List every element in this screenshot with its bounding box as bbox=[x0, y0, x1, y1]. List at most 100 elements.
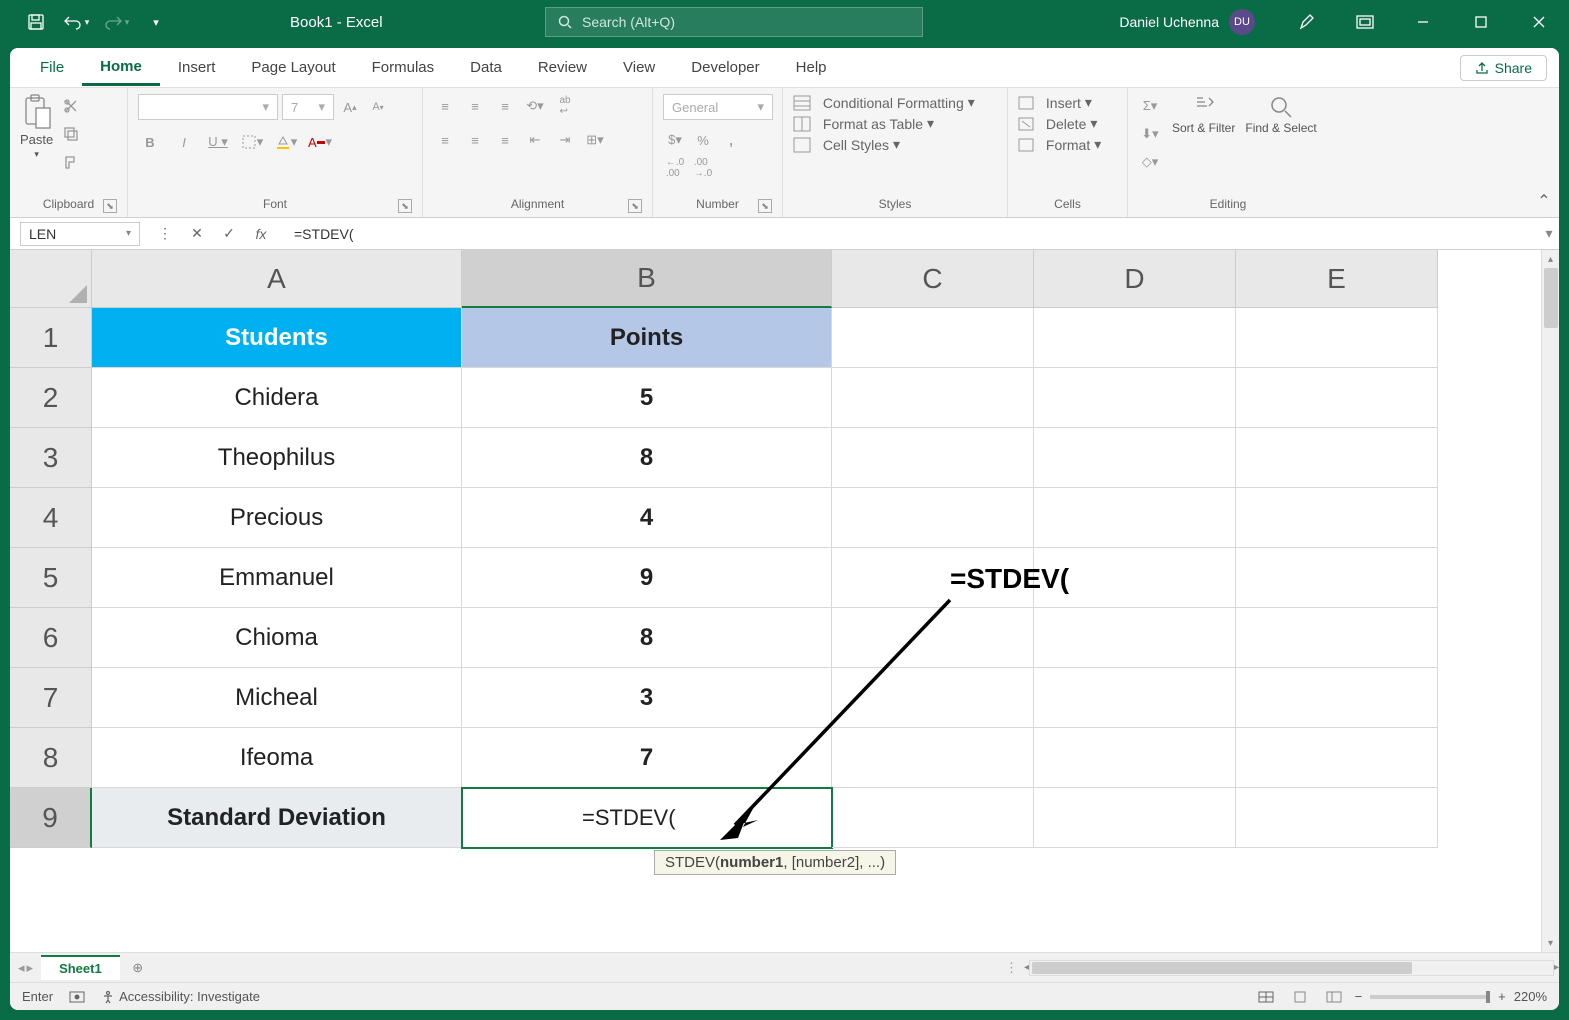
col-header-e[interactable]: E bbox=[1236, 250, 1438, 308]
cell-d1[interactable] bbox=[1034, 308, 1236, 368]
cell-e9[interactable] bbox=[1236, 788, 1438, 848]
format-cells-button[interactable]: Format ▾ bbox=[1018, 136, 1101, 153]
page-break-view-button[interactable] bbox=[1321, 987, 1347, 1007]
minimize-button[interactable] bbox=[1397, 0, 1449, 44]
cell-c1[interactable] bbox=[832, 308, 1034, 368]
format-painter-button[interactable] bbox=[59, 150, 83, 174]
fill-button[interactable]: ⬇▾ bbox=[1138, 122, 1162, 146]
orientation-button[interactable]: ⟲▾ bbox=[523, 94, 547, 118]
cell-a5[interactable]: Emmanuel bbox=[92, 548, 462, 608]
cell-e6[interactable] bbox=[1236, 608, 1438, 668]
cell-a8[interactable]: Ifeoma bbox=[92, 728, 462, 788]
cell-styles-button[interactable]: Cell Styles ▾ bbox=[793, 136, 900, 153]
cell-b2[interactable]: 5 bbox=[462, 368, 832, 428]
col-header-c[interactable]: C bbox=[832, 250, 1034, 308]
tab-data[interactable]: Data bbox=[452, 51, 520, 84]
number-format-box[interactable]: General▾ bbox=[663, 94, 773, 120]
wrap-text-button[interactable]: ab↩ bbox=[553, 94, 577, 118]
percent-button[interactable]: % bbox=[691, 128, 715, 152]
cell-a6[interactable]: Chioma bbox=[92, 608, 462, 668]
formula-input[interactable]: =STDEV( bbox=[286, 226, 1539, 242]
increase-font-button[interactable]: A▴ bbox=[338, 95, 362, 119]
vertical-scrollbar[interactable]: ▴ ▾ bbox=[1541, 250, 1559, 952]
maximize-button[interactable] bbox=[1455, 0, 1507, 44]
number-launcher[interactable]: ⬊ bbox=[758, 199, 772, 213]
decrease-font-button[interactable]: A▾ bbox=[366, 95, 390, 119]
ribbon-mode-button[interactable] bbox=[1339, 0, 1391, 44]
cell-b6[interactable]: 8 bbox=[462, 608, 832, 668]
pen-button[interactable] bbox=[1281, 0, 1333, 44]
tab-help[interactable]: Help bbox=[778, 51, 845, 84]
decrease-decimal-button[interactable]: .00→.0 bbox=[691, 156, 715, 180]
increase-indent-button[interactable]: ⇥ bbox=[553, 128, 577, 152]
add-sheet-button[interactable]: ⊕ bbox=[126, 956, 150, 980]
options-button[interactable]: ⋮ bbox=[150, 222, 180, 246]
italic-button[interactable]: I bbox=[172, 130, 196, 154]
font-size-box[interactable]: 7▾ bbox=[282, 94, 334, 120]
row-header-2[interactable]: 2 bbox=[10, 368, 92, 428]
sheet-prev-button[interactable]: ◂ bbox=[18, 960, 25, 976]
border-button[interactable]: ▾ bbox=[240, 130, 264, 154]
font-color-button[interactable]: A▾ bbox=[308, 130, 332, 154]
delete-cells-button[interactable]: Delete ▾ bbox=[1018, 115, 1097, 132]
bold-button[interactable]: B bbox=[138, 130, 162, 154]
tab-page-layout[interactable]: Page Layout bbox=[233, 51, 353, 84]
zoom-level[interactable]: 220% bbox=[1514, 989, 1547, 1004]
cell-b7[interactable]: 3 bbox=[462, 668, 832, 728]
cell-d8[interactable] bbox=[1034, 728, 1236, 788]
cell-d4[interactable] bbox=[1034, 488, 1236, 548]
currency-button[interactable]: $▾ bbox=[663, 128, 687, 152]
scroll-up-button[interactable]: ▴ bbox=[1542, 250, 1559, 268]
row-header-1[interactable]: 1 bbox=[10, 308, 92, 368]
macro-recorder-icon[interactable] bbox=[69, 990, 85, 1004]
cell-e1[interactable] bbox=[1236, 308, 1438, 368]
align-left-button[interactable]: ≡ bbox=[433, 128, 457, 152]
cell-d6[interactable] bbox=[1034, 608, 1236, 668]
decrease-indent-button[interactable]: ⇤ bbox=[523, 128, 547, 152]
align-right-button[interactable]: ≡ bbox=[493, 128, 517, 152]
align-bottom-button[interactable]: ≡ bbox=[493, 94, 517, 118]
redo-button[interactable]: ▾ bbox=[100, 8, 132, 36]
cell-b4[interactable]: 4 bbox=[462, 488, 832, 548]
collapse-ribbon-button[interactable]: ⌃ bbox=[1529, 88, 1559, 217]
cell-e5[interactable] bbox=[1236, 548, 1438, 608]
font-name-box[interactable]: ▾ bbox=[138, 94, 278, 120]
cell-d3[interactable] bbox=[1034, 428, 1236, 488]
cell-a7[interactable]: Micheal bbox=[92, 668, 462, 728]
row-header-8[interactable]: 8 bbox=[10, 728, 92, 788]
cell-a9[interactable]: Standard Deviation bbox=[92, 788, 462, 848]
merge-button[interactable]: ⊞▾ bbox=[583, 128, 607, 152]
row-header-3[interactable]: 3 bbox=[10, 428, 92, 488]
hscroll-right-button[interactable]: ▸ bbox=[1554, 959, 1559, 977]
cell-b3[interactable]: 8 bbox=[462, 428, 832, 488]
clear-button[interactable]: ◇▾ bbox=[1138, 150, 1162, 174]
find-select-button[interactable]: Find & Select bbox=[1245, 94, 1316, 135]
cancel-button[interactable]: ✕ bbox=[182, 222, 212, 246]
zoom-out-button[interactable]: − bbox=[1355, 989, 1363, 1004]
autosum-button[interactable]: Σ▾ bbox=[1138, 94, 1162, 118]
cell-b9[interactable]: =STDEV( bbox=[462, 788, 832, 848]
cell-d2[interactable] bbox=[1034, 368, 1236, 428]
tab-file[interactable]: File bbox=[22, 51, 82, 84]
page-layout-view-button[interactable] bbox=[1287, 987, 1313, 1007]
copy-button[interactable] bbox=[59, 122, 83, 146]
cut-button[interactable] bbox=[59, 94, 83, 118]
cell-a2[interactable]: Chidera bbox=[92, 368, 462, 428]
cell-e4[interactable] bbox=[1236, 488, 1438, 548]
user-account[interactable]: Daniel Uchenna DU bbox=[1119, 9, 1255, 35]
col-header-a[interactable]: A bbox=[92, 250, 462, 308]
qat-customize-button[interactable]: ▾ bbox=[140, 8, 172, 36]
cell-a1[interactable]: Students bbox=[92, 308, 462, 368]
insert-cells-button[interactable]: Insert ▾ bbox=[1018, 94, 1092, 111]
increase-decimal-button[interactable]: ←.0.00 bbox=[663, 156, 687, 180]
row-header-9[interactable]: 9 bbox=[10, 788, 92, 848]
clipboard-launcher[interactable]: ⬊ bbox=[103, 199, 117, 213]
tab-developer[interactable]: Developer bbox=[673, 51, 777, 84]
underline-button[interactable]: U ▾ bbox=[206, 130, 230, 154]
format-as-table-button[interactable]: Format as Table ▾ bbox=[793, 115, 934, 132]
tab-home[interactable]: Home bbox=[82, 50, 160, 86]
cell-c3[interactable] bbox=[832, 428, 1034, 488]
cell-e2[interactable] bbox=[1236, 368, 1438, 428]
cell-b1[interactable]: Points bbox=[462, 308, 832, 368]
expand-formula-bar[interactable]: ▾ bbox=[1539, 225, 1559, 242]
